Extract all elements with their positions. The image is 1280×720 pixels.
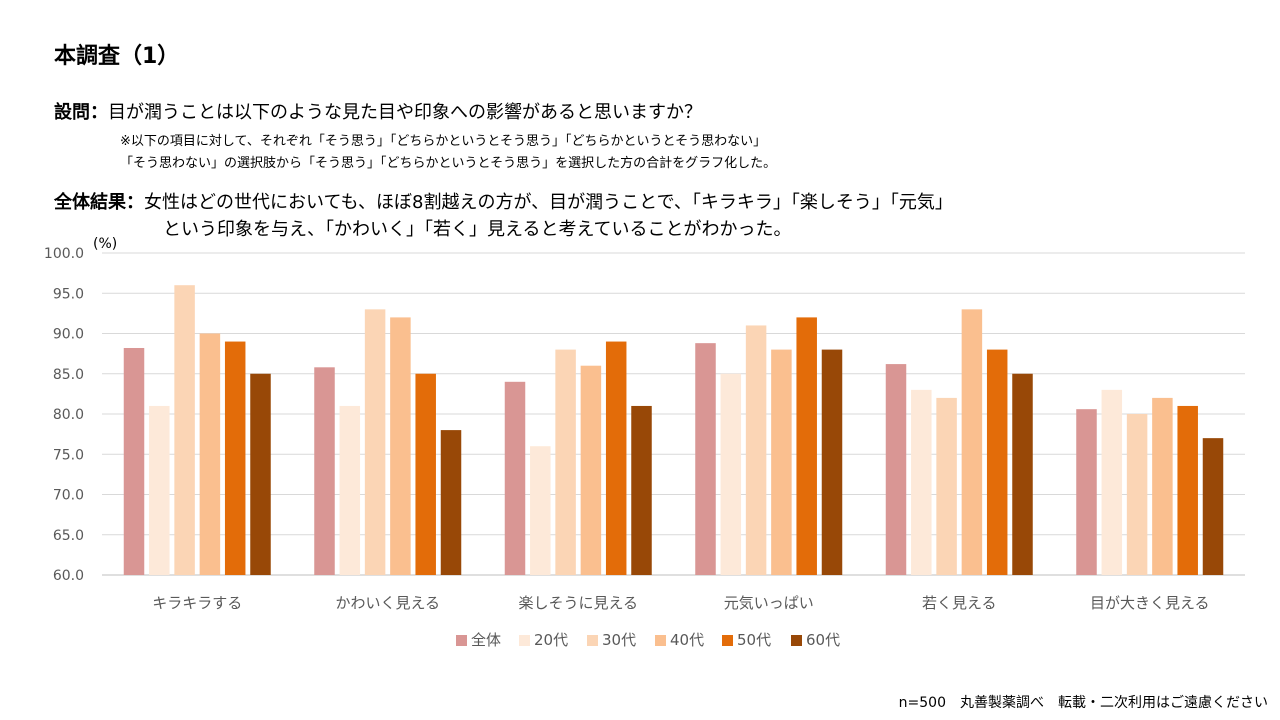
result-line-2: という印象を与え、「かわいく」「若く」見えると考えていることがわかった。 <box>163 219 792 240</box>
bar <box>390 317 411 575</box>
question: 設問：目が潤うことは以下のような見た目や印象への影響があると思いますか？ <box>54 98 702 124</box>
legend-label: 全体 <box>471 631 501 649</box>
y-axis-label: (%) <box>93 236 117 252</box>
result-summary: 全体結果：女性はどの世代においても、ほぼ8割越えの方が、目が潤うことで、「キラキ… <box>54 188 953 214</box>
bar <box>530 446 551 575</box>
question-label: 設問： <box>54 102 108 123</box>
bar <box>986 349 1008 575</box>
x-tick-label: 元気いっぱい <box>724 594 814 612</box>
bar <box>364 309 386 575</box>
y-tick-label: 70.0 <box>53 488 84 504</box>
bar <box>339 405 361 575</box>
bar <box>631 405 652 575</box>
bar <box>224 341 246 575</box>
bar <box>123 347 145 575</box>
bar <box>1177 405 1198 575</box>
bar <box>605 341 627 575</box>
bar <box>504 381 526 575</box>
bar <box>771 349 792 575</box>
x-tick-label: キラキラする <box>152 594 242 612</box>
bar <box>911 389 932 575</box>
question-text: 目が潤うことは以下のような見た目や印象への影響があると思いますか？ <box>108 102 702 123</box>
note-line-1: ※以下の項目に対して、それぞれ「そう思う」「どちらかというとそう思う」「どちらか… <box>120 134 767 149</box>
bar <box>1152 397 1173 575</box>
x-tick-label: 楽しそうに見える <box>518 594 638 612</box>
y-tick-label: 85.0 <box>53 367 84 383</box>
legend-label: 20代 <box>534 631 568 649</box>
bar <box>415 373 436 575</box>
bar <box>796 317 817 575</box>
bar <box>745 325 767 575</box>
y-tick-label: 80.0 <box>53 407 84 423</box>
bar <box>936 397 957 575</box>
bar-chart: 60.0 65.0 70.0 75.0 80.0 85.0 90.0 95.0 100.0 (%)… <box>44 236 1245 649</box>
result-line-1: 女性はどの世代においても、ほぼ8割越えの方が、目が潤うことで、「キラキラ」「楽し… <box>144 192 953 213</box>
legend-swatch <box>587 635 598 646</box>
bar <box>1126 414 1148 575</box>
bar <box>961 309 983 575</box>
legend-label: 60代 <box>806 631 840 649</box>
bar <box>555 349 576 575</box>
bar <box>885 364 907 575</box>
y-tick-label: 100.0 <box>44 246 84 262</box>
bar <box>314 367 335 575</box>
legend-swatch <box>456 635 467 646</box>
legend-swatch <box>655 635 666 646</box>
y-tick-label: 75.0 <box>53 447 84 463</box>
bar <box>821 349 843 575</box>
bar <box>1202 438 1224 575</box>
result-label: 全体結果： <box>54 192 144 213</box>
legend-label: 50代 <box>737 631 771 649</box>
note-line-2: 「そう思わない」の選択肢から「そう思う」「どちらかというとそう思う」を選択した方… <box>120 156 777 171</box>
bar <box>580 365 602 575</box>
y-tick-label: 90.0 <box>53 327 84 343</box>
legend-label: 30代 <box>602 631 636 649</box>
legend-swatch <box>791 635 802 646</box>
bar <box>720 373 742 575</box>
y-tick-label: 60.0 <box>53 568 84 584</box>
legend-label: 40代 <box>670 631 704 649</box>
bar <box>250 373 271 575</box>
legend-swatch <box>519 635 530 646</box>
bar <box>1012 373 1033 575</box>
bar <box>149 405 170 575</box>
legend-swatch <box>722 635 733 646</box>
bar <box>174 285 195 575</box>
bar <box>440 430 462 575</box>
y-tick-label: 95.0 <box>53 286 84 302</box>
x-tick-label: かわいく見える <box>335 594 440 612</box>
page-title: 本調査（1） <box>54 44 180 69</box>
footer-source: n=500 丸善製薬調べ 転載・二次利用はご遠慮ください <box>898 695 1268 711</box>
bar <box>199 333 221 575</box>
x-tick-label: 若く見える <box>922 594 997 612</box>
bar <box>1101 389 1123 575</box>
bar <box>695 343 716 575</box>
x-tick-label: 目が大きく見える <box>1090 594 1210 612</box>
bar <box>1076 409 1097 575</box>
y-tick-label: 65.0 <box>53 528 84 544</box>
